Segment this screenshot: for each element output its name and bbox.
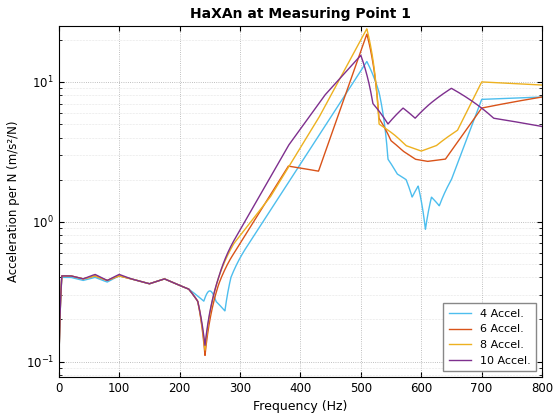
10 Accel.: [262, 183, 269, 188]
8 Accel.: [262, 200, 269, 205]
6 Accel.: [285, 163, 292, 168]
8 Accel.: [363, 26, 370, 32]
8 Accel.: [258, 205, 265, 210]
6 Accel.: [500, 101, 507, 106]
8 Accel.: [285, 165, 292, 170]
Line: 10 Accel.: 10 Accel.: [59, 55, 542, 375]
8 Accel.: [539, 82, 545, 87]
Legend: 4 Accel., 6 Accel., 8 Accel., 10 Accel.: 4 Accel., 6 Accel., 8 Accel., 10 Accel.: [444, 303, 536, 371]
6 Accel.: [363, 32, 370, 37]
6 Accel.: [262, 200, 269, 205]
4 Accel.: [262, 215, 269, 220]
Line: 8 Accel.: 8 Accel.: [59, 29, 542, 375]
10 Accel.: [258, 189, 265, 194]
10 Accel.: [500, 117, 507, 122]
4 Accel.: [500, 96, 507, 101]
4 Accel.: [55, 373, 62, 378]
4 Accel.: [258, 221, 265, 226]
4 Accel.: [524, 95, 531, 100]
Line: 6 Accel.: 6 Accel.: [59, 34, 542, 375]
Title: HaXAn at Measuring Point 1: HaXAn at Measuring Point 1: [190, 7, 411, 21]
8 Accel.: [407, 144, 413, 150]
4 Accel.: [407, 188, 413, 193]
6 Accel.: [539, 94, 545, 100]
X-axis label: Frequency (Hz): Frequency (Hz): [253, 400, 348, 413]
Y-axis label: Acceleration per N (m/s²/N): Acceleration per N (m/s²/N): [7, 121, 20, 282]
6 Accel.: [55, 373, 62, 378]
8 Accel.: [55, 373, 62, 378]
8 Accel.: [524, 82, 531, 87]
4 Accel.: [539, 94, 545, 100]
4 Accel.: [363, 59, 370, 64]
10 Accel.: [285, 143, 292, 148]
10 Accel.: [55, 373, 62, 378]
10 Accel.: [539, 124, 545, 129]
4 Accel.: [285, 180, 292, 185]
10 Accel.: [524, 121, 531, 126]
10 Accel.: [357, 53, 364, 58]
8 Accel.: [500, 81, 507, 86]
6 Accel.: [258, 206, 265, 211]
6 Accel.: [524, 97, 531, 102]
Line: 4 Accel.: 4 Accel.: [59, 62, 542, 375]
10 Accel.: [407, 111, 413, 116]
6 Accel.: [407, 153, 413, 158]
